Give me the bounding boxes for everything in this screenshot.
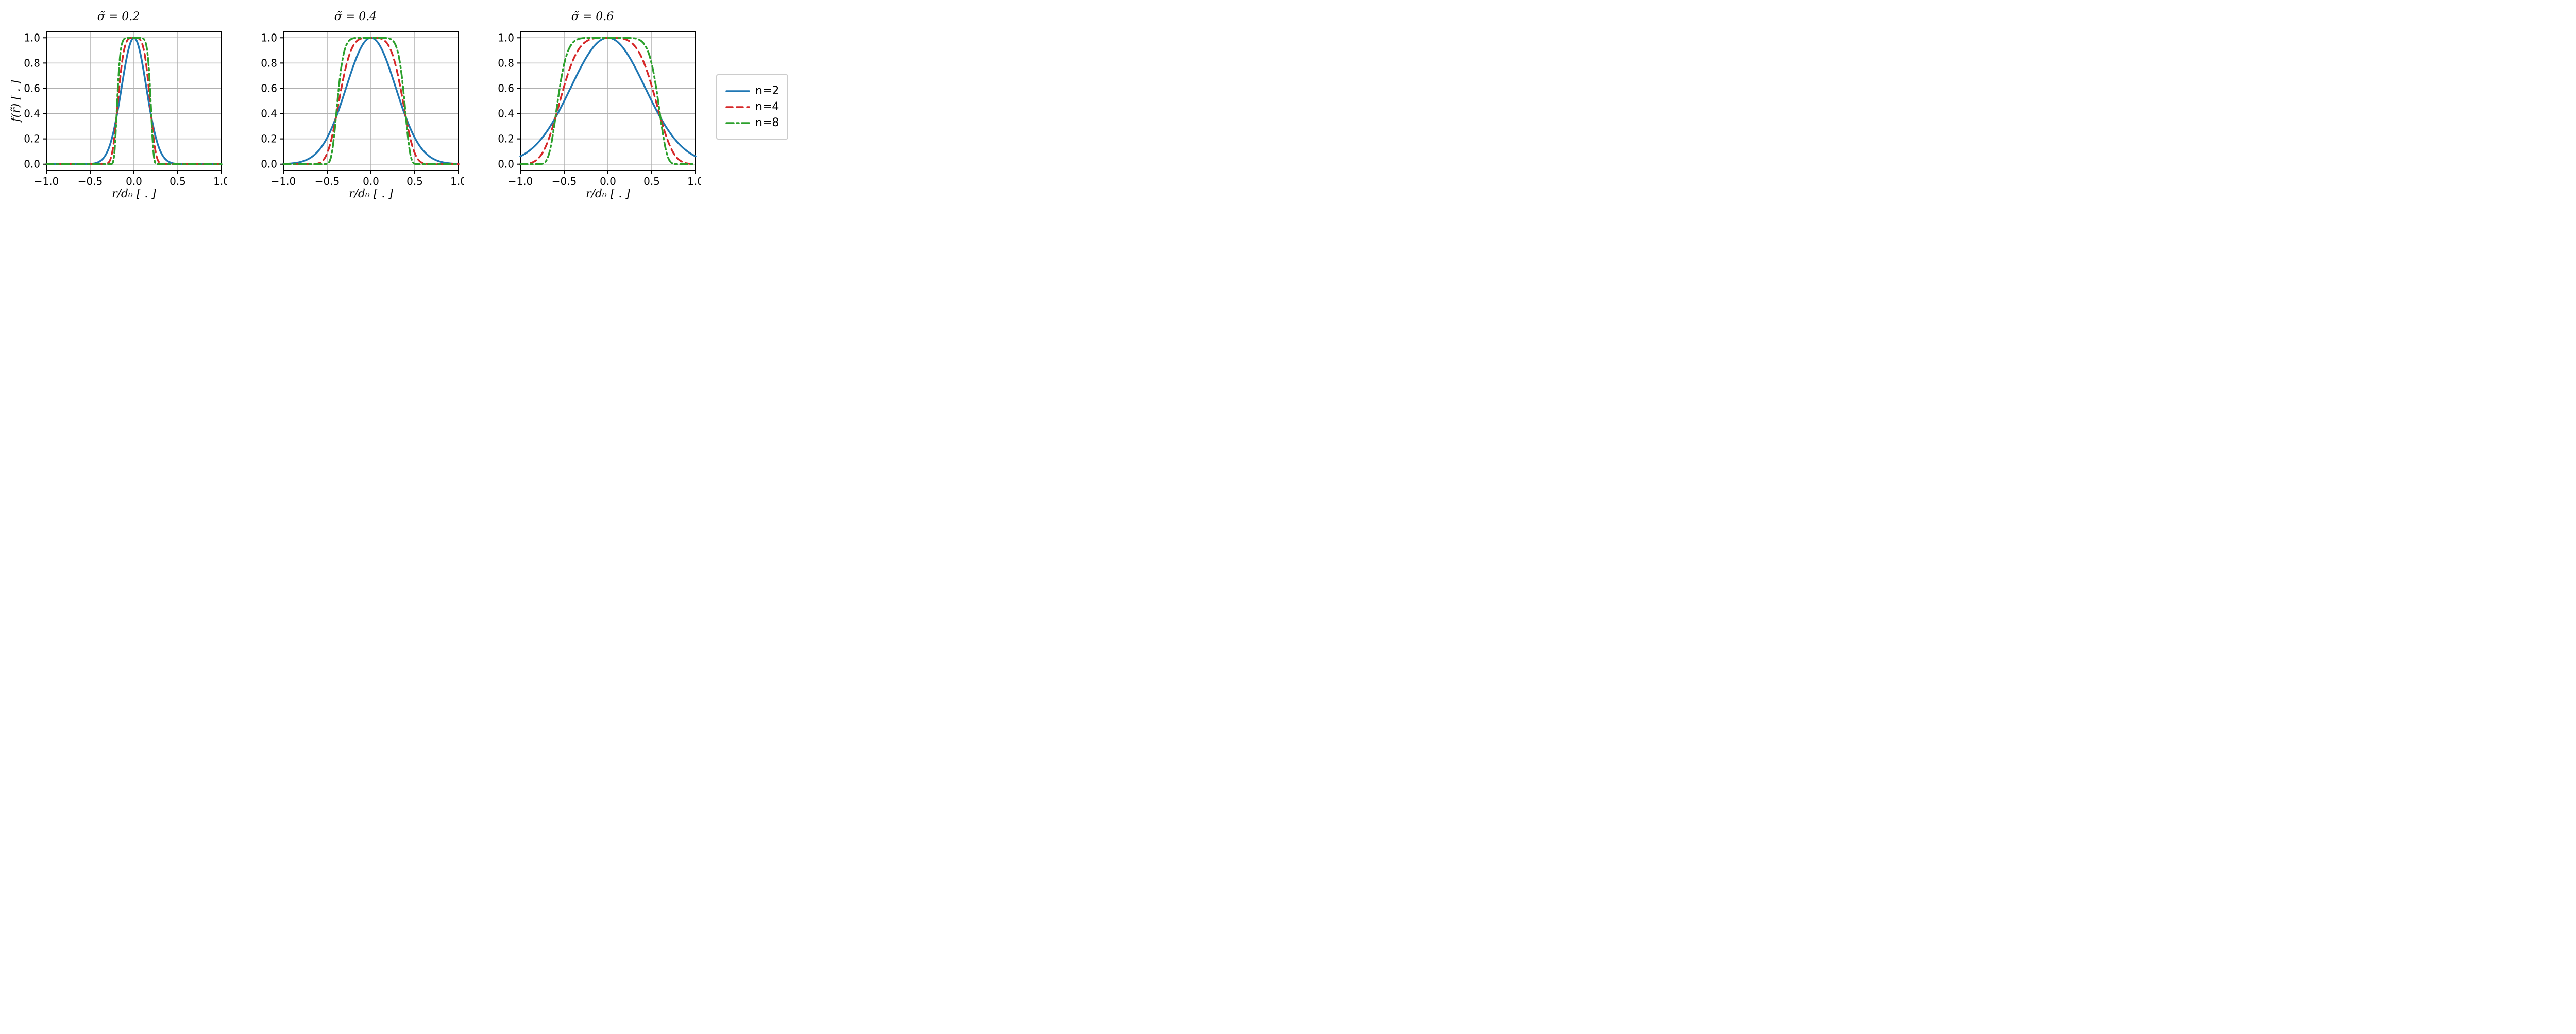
- xtick-label: 0.0: [363, 175, 379, 188]
- plot-svg: −1.0 −0.5 0.0 0.5 1.0 0.0 0.2 0.4 0.6 0.8 1.0 r/d₀ …: [484, 26, 701, 201]
- xlabel: r/d₀ [ . ]: [112, 188, 156, 200]
- legend-label: n=4: [755, 100, 779, 113]
- xtick-label: −0.5: [552, 175, 577, 188]
- xtick-label: −0.5: [315, 175, 340, 188]
- panel-title: σ̃ = 0.2: [10, 10, 227, 23]
- xtick-label: 0.0: [126, 175, 142, 188]
- figure: σ̃ = 0.2 −1.0 −0.5 0.0 0.5 1.0 0.0 0.2 0.4 0.6 0.8…: [10, 10, 2566, 204]
- xlabel: r/d₀ [ . ]: [586, 188, 630, 200]
- xtick-label: −1.0: [34, 175, 59, 188]
- legend-item: n=8: [725, 116, 779, 129]
- xtick-label: 1.0: [687, 175, 701, 188]
- ytick-label: 0.8: [498, 57, 514, 69]
- ylabel: f(r̃) [ . ]: [10, 80, 23, 123]
- legend: n=2 n=4 n=8: [716, 74, 788, 140]
- ytick-label: 0.0: [24, 158, 40, 171]
- legend-swatch: [725, 86, 750, 96]
- panels-row: σ̃ = 0.2 −1.0 −0.5 0.0 0.5 1.0 0.0 0.2 0.4 0.6 0.8…: [10, 10, 701, 204]
- xtick-label: 1.0: [213, 175, 227, 188]
- plot-svg: −1.0 −0.5 0.0 0.5 1.0 0.0 0.2 0.4 0.6 0.8 1.0 r/d₀ …: [10, 26, 227, 201]
- xtick-label: 1.0: [450, 175, 464, 188]
- xtick-label: 0.0: [600, 175, 616, 188]
- ytick-label: 0.2: [24, 133, 40, 145]
- ytick-label: 0.0: [498, 158, 514, 171]
- xtick-label: 0.5: [406, 175, 423, 188]
- legend-swatch: [725, 118, 750, 128]
- legend-swatch: [725, 102, 750, 112]
- ytick-label: 0.0: [261, 158, 277, 171]
- ytick-label: 0.8: [24, 57, 40, 69]
- gridlines: [46, 31, 222, 171]
- xlabel: r/d₀ [ . ]: [349, 188, 393, 200]
- gridlines: [520, 31, 696, 171]
- panel-title: σ̃ = 0.4: [247, 10, 464, 23]
- ytick-label: 0.8: [261, 57, 277, 69]
- xtick-label: −1.0: [271, 175, 296, 188]
- chart-panel: σ̃ = 0.2 −1.0 −0.5 0.0 0.5 1.0 0.0 0.2 0.4 0.6 0.8…: [10, 10, 227, 204]
- ytick-label: 0.4: [24, 108, 40, 120]
- ytick-label: 0.6: [261, 82, 277, 94]
- ytick-label: 0.6: [498, 82, 514, 94]
- chart-panel: σ̃ = 0.6 −1.0 −0.5 0.0 0.5 1.0 0.0 0.2 0.4 0.6 0.8…: [484, 10, 701, 204]
- ytick-label: 0.4: [261, 108, 277, 120]
- xtick-label: 0.5: [643, 175, 660, 188]
- ytick-label: 0.2: [261, 133, 277, 145]
- xtick-label: −0.5: [78, 175, 103, 188]
- ytick-label: 0.2: [498, 133, 514, 145]
- ytick-label: 1.0: [498, 31, 514, 44]
- plot-svg: −1.0 −0.5 0.0 0.5 1.0 0.0 0.2 0.4 0.6 0.8 1.0 r/d₀ …: [247, 26, 464, 201]
- gridlines: [283, 31, 459, 171]
- ytick-label: 1.0: [261, 31, 277, 44]
- legend-label: n=8: [755, 116, 779, 129]
- ytick-label: 1.0: [24, 31, 40, 44]
- legend-label: n=2: [755, 84, 779, 97]
- panel-title: σ̃ = 0.6: [484, 10, 701, 23]
- xtick-label: −1.0: [508, 175, 533, 188]
- ytick-label: 0.4: [498, 108, 514, 120]
- legend-item: n=4: [725, 100, 779, 113]
- ytick-label: 0.6: [24, 82, 40, 94]
- chart-panel: σ̃ = 0.4 −1.0 −0.5 0.0 0.5 1.0 0.0 0.2 0.4 0.6 0.8…: [247, 10, 464, 204]
- xtick-label: 0.5: [170, 175, 186, 188]
- legend-item: n=2: [725, 84, 779, 97]
